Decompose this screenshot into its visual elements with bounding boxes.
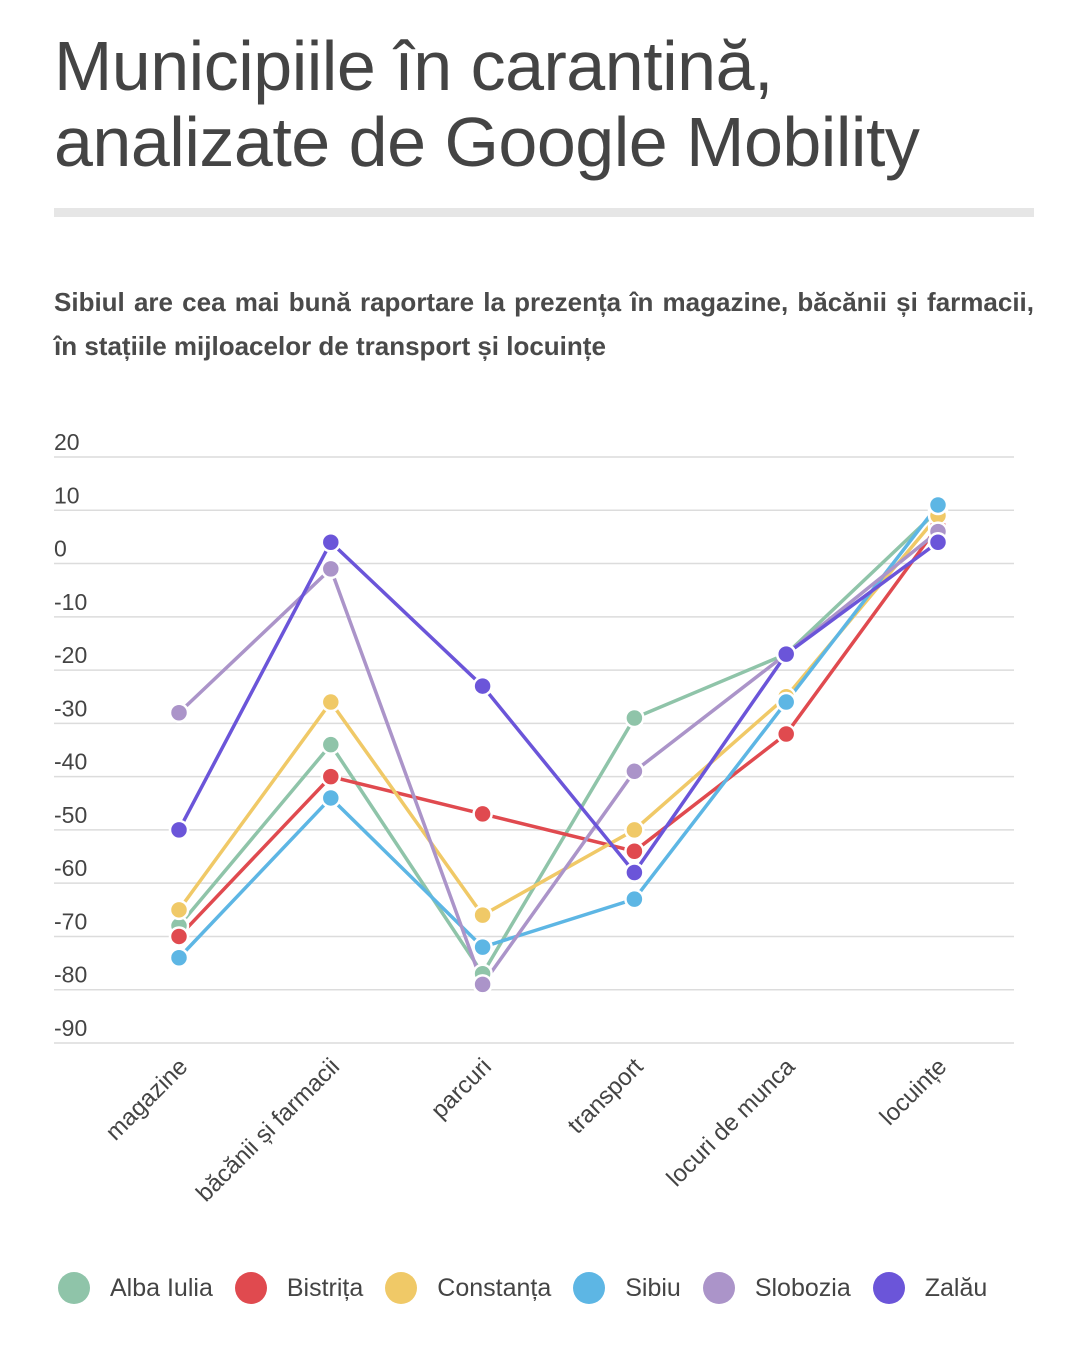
x-tick-label: băcănii și farmacii: [191, 1053, 345, 1207]
legend-label: Bistrița: [286, 1273, 364, 1302]
legend-label: Sibiu: [625, 1273, 681, 1302]
data-point: [320, 558, 342, 580]
data-point: [927, 494, 949, 516]
series-line: [177, 525, 940, 938]
data-point: [320, 531, 342, 553]
legend-item: Sibiu: [573, 1272, 681, 1304]
legend-label: Slobozia: [754, 1273, 851, 1302]
legend-label: Zalău: [924, 1273, 988, 1302]
legend-swatch: [58, 1272, 90, 1304]
y-tick-label: -50: [54, 802, 87, 828]
chart-title: Municipiile în carantină, analizate de G…: [54, 27, 920, 181]
legend-label: Constanța: [437, 1273, 552, 1302]
data-point: [624, 819, 645, 841]
data-point: [624, 761, 645, 782]
y-tick-label: 0: [54, 536, 67, 562]
data-point: [168, 899, 190, 921]
x-tick-label: parcuri: [426, 1053, 497, 1124]
data-point: [320, 787, 342, 809]
data-point: [927, 531, 949, 553]
data-point: [320, 691, 342, 713]
data-point: [472, 936, 493, 958]
series-line: [177, 539, 940, 876]
title-divider: [54, 208, 1034, 217]
legend-swatch: [385, 1272, 418, 1304]
x-tick-label: locuri de munca: [662, 1053, 801, 1192]
data-point: [168, 702, 190, 723]
y-tick-label: 10: [54, 482, 80, 508]
series-line: [177, 514, 940, 918]
legend-item: Bistrița: [234, 1272, 364, 1304]
legend-item: Constanța: [385, 1272, 551, 1304]
y-tick-label: -40: [54, 749, 87, 775]
data-point: [472, 675, 493, 697]
data-point: [775, 691, 797, 713]
x-tick-label: magazine: [101, 1053, 194, 1146]
y-tick-label: 20: [54, 429, 80, 455]
data-point: [624, 707, 645, 729]
data-point: [472, 904, 493, 926]
x-tick-label: transport: [563, 1053, 649, 1139]
legend-item: Slobozia: [702, 1272, 851, 1304]
legend-swatch: [872, 1272, 905, 1304]
y-tick-label: -70: [54, 908, 87, 934]
data-point: [624, 862, 645, 883]
legend-label: Alba Iulia: [110, 1273, 213, 1302]
data-point: [320, 766, 342, 787]
y-tick-label: -80: [54, 962, 87, 988]
y-tick-label: -90: [54, 1015, 87, 1041]
chart-subtitle: Sibiul are cea mai bună raportare la pre…: [54, 287, 1034, 361]
legend: Alba Iulia Bistrița Constanța Sibiu Slobozia…: [58, 1272, 1009, 1304]
data-point: [472, 803, 493, 825]
data-point: [320, 734, 342, 755]
data-point: [624, 840, 645, 862]
data-point: [168, 926, 190, 947]
legend-item: Zalău: [872, 1272, 988, 1304]
data-point: [472, 974, 493, 995]
legend-swatch: [702, 1272, 735, 1304]
y-tick-label: -30: [54, 695, 87, 721]
series-line: [177, 530, 940, 989]
legend-swatch: [234, 1272, 267, 1304]
data-point: [775, 723, 797, 745]
legend-swatch: [573, 1272, 606, 1304]
data-point: [168, 819, 190, 841]
series-line: [177, 503, 940, 959]
data-point: [168, 947, 190, 969]
y-tick-label: -20: [54, 642, 87, 668]
data-point: [624, 888, 645, 910]
x-tick-label: locuințe: [875, 1053, 953, 1131]
y-tick-label: -10: [54, 589, 87, 615]
legend-item: Alba Iulia: [58, 1272, 213, 1304]
y-tick-label: -60: [54, 855, 87, 881]
data-point: [775, 643, 797, 665]
series-line: [177, 509, 940, 978]
